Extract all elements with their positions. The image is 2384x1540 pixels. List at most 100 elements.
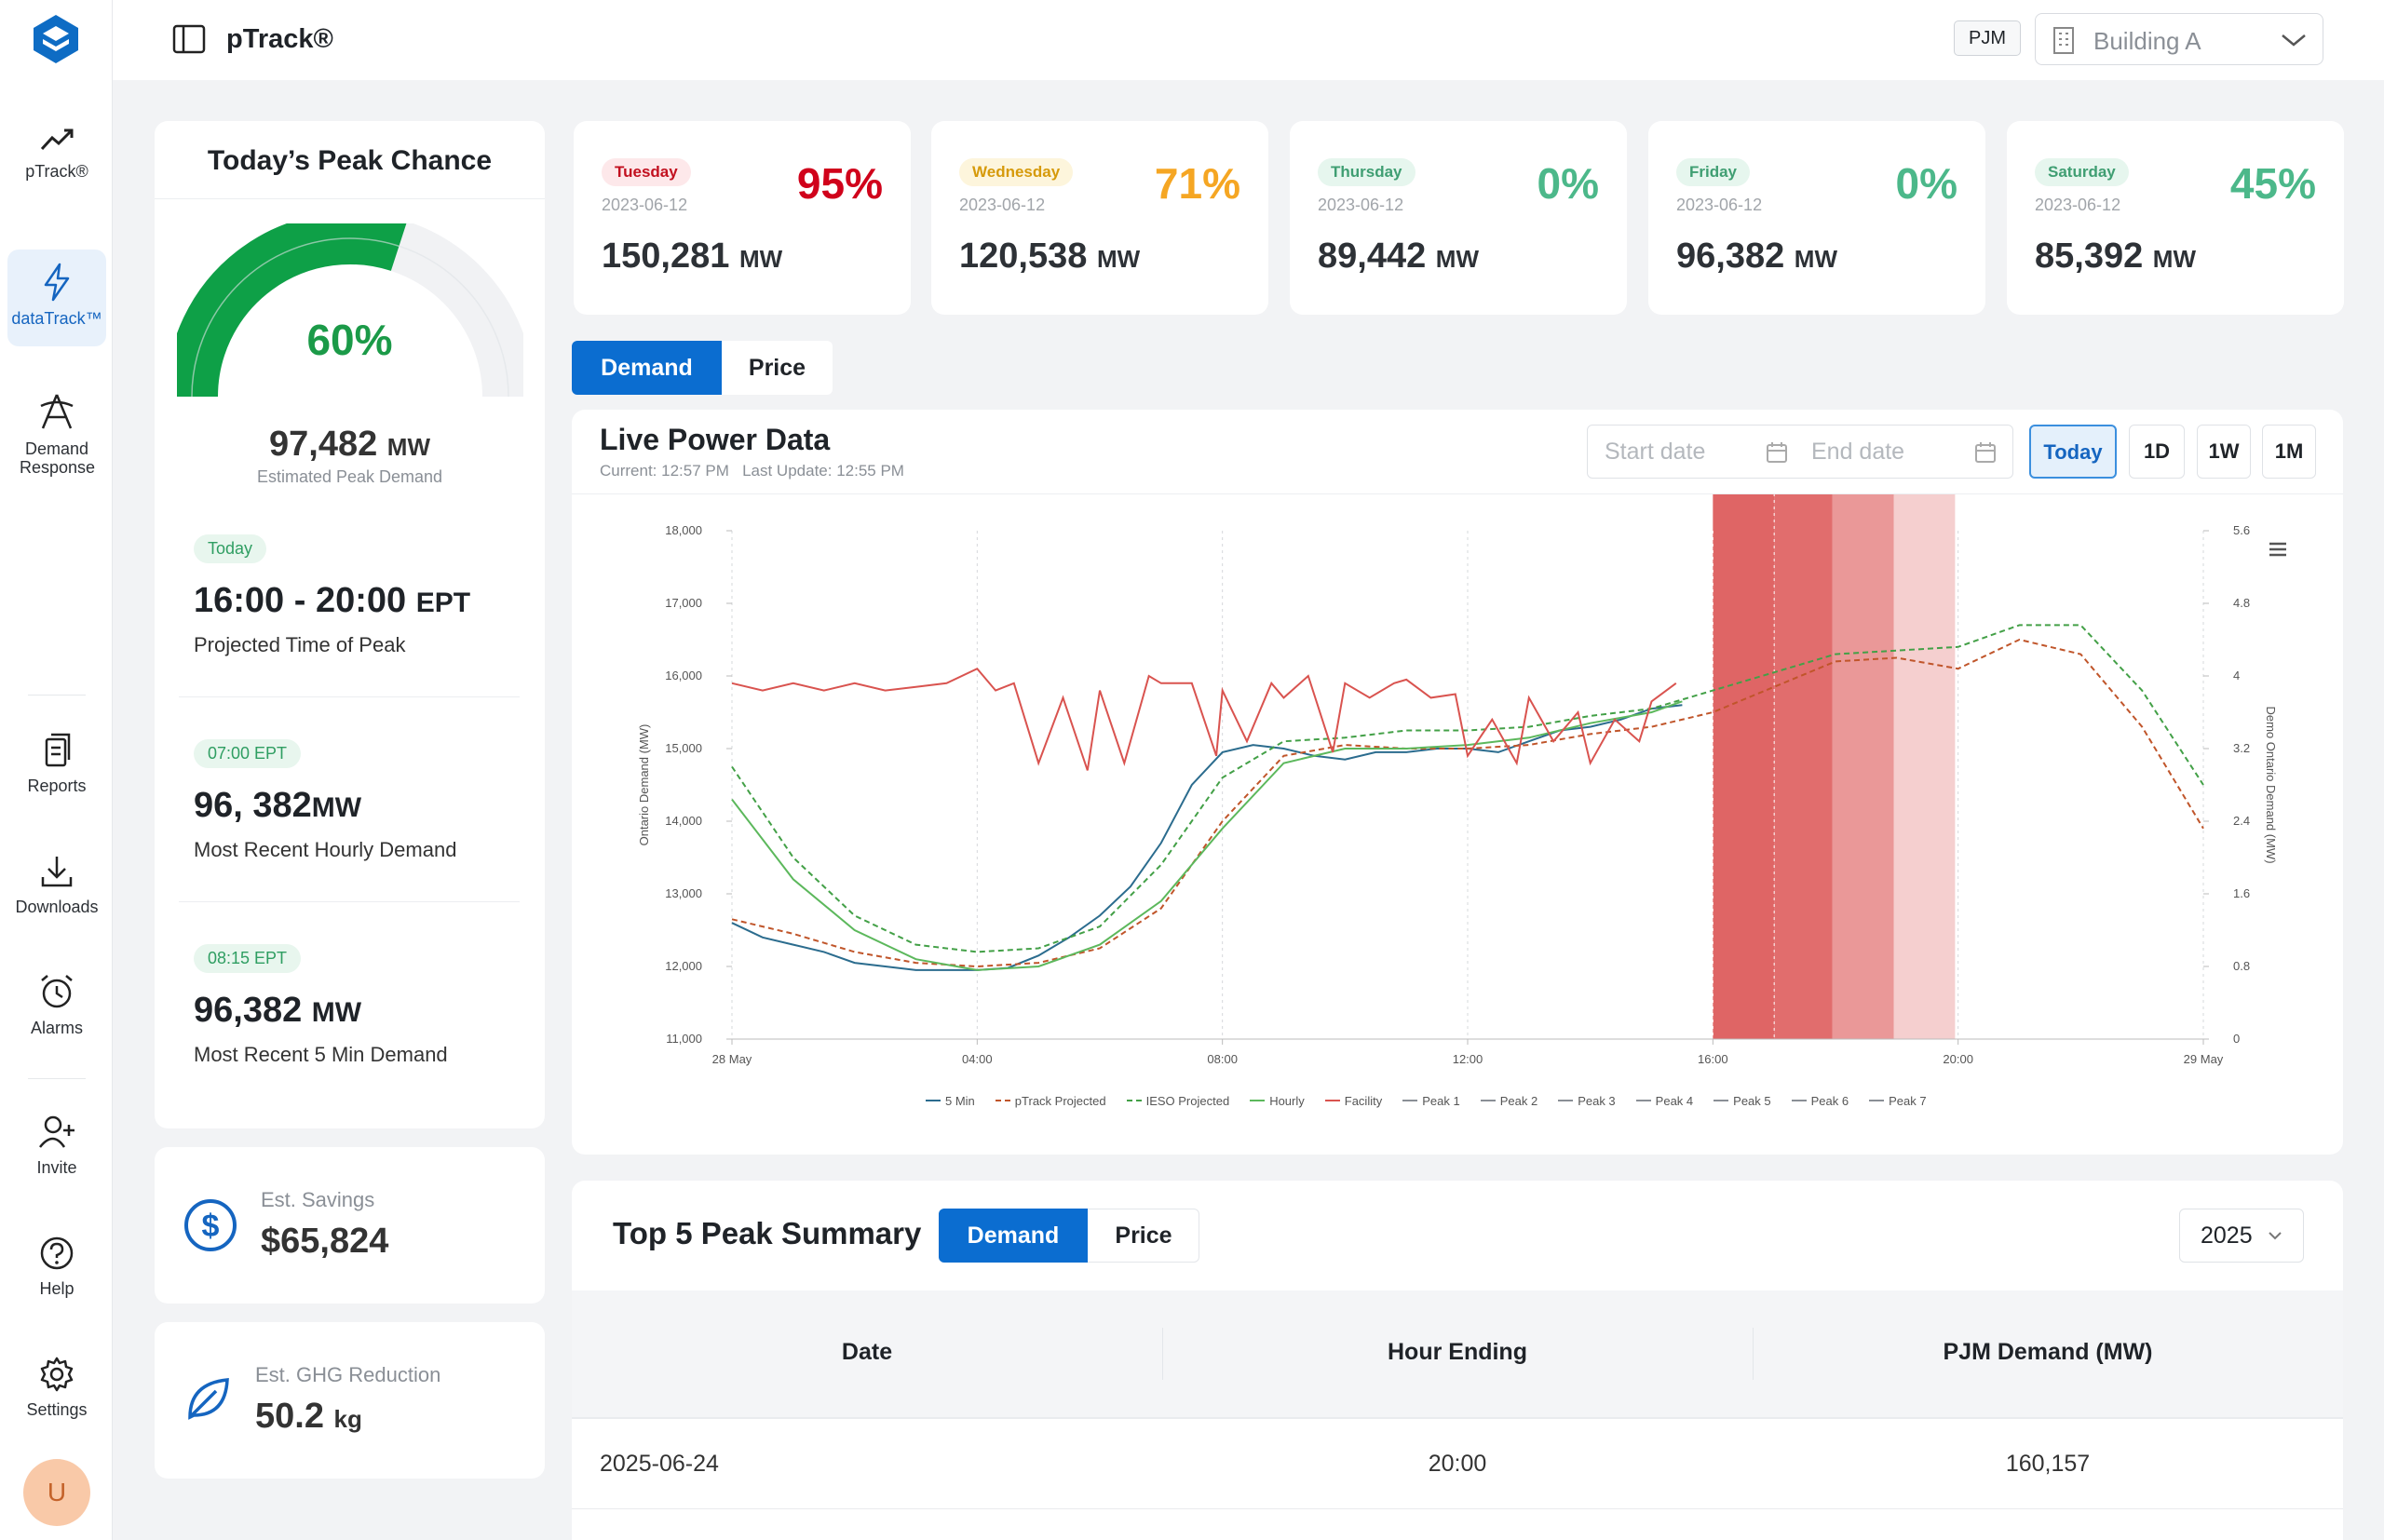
hourly-time-badge: 07:00 EPT bbox=[194, 739, 302, 768]
gear-icon bbox=[40, 1357, 74, 1392]
y2-tick-label: 0.8 bbox=[2233, 959, 2250, 973]
table-row[interactable]: 2025-06-24 20:00 160,157 bbox=[572, 1419, 2343, 1508]
range-1w-button[interactable]: 1W bbox=[2197, 425, 2251, 479]
legend-swatch bbox=[1402, 1100, 1418, 1101]
range-1d-button[interactable]: 1D bbox=[2129, 425, 2185, 479]
forecast-date: 2023-06-12 bbox=[959, 196, 1046, 214]
start-date-input[interactable]: Start date bbox=[1605, 439, 1706, 465]
leaf-icon bbox=[188, 1378, 229, 1420]
avatar[interactable]: U bbox=[23, 1459, 90, 1526]
legend-swatch bbox=[1558, 1100, 1574, 1101]
x-tick-label: 28 May bbox=[712, 1052, 752, 1066]
forecast-day-badge: Wednesday bbox=[959, 158, 1074, 186]
legend-item[interactable]: Peak 3 bbox=[1558, 1094, 1616, 1108]
y2-tick-label: 2.4 bbox=[2233, 814, 2250, 828]
legend-swatch bbox=[1714, 1100, 1729, 1101]
forecast-date: 2023-06-12 bbox=[1318, 196, 1404, 214]
hourly-demand-unit: MW bbox=[311, 792, 362, 823]
summary-tabs: Demand Price bbox=[939, 1209, 1199, 1263]
nav-downloads[interactable]: Downloads bbox=[7, 853, 106, 916]
nav-settings-label: Settings bbox=[26, 1400, 88, 1419]
chevron-down-icon bbox=[2269, 1232, 2282, 1240]
legend-item[interactable]: Peak 2 bbox=[1480, 1094, 1537, 1108]
legend-label: Peak 1 bbox=[1422, 1093, 1460, 1108]
date-range-picker[interactable]: Start date End date bbox=[1587, 425, 2013, 479]
nav-settings[interactable]: Settings bbox=[7, 1356, 106, 1419]
legend-item[interactable]: IESO Projected bbox=[1126, 1094, 1229, 1108]
lightning-icon bbox=[44, 263, 70, 302]
forecast-day-badge: Tuesday bbox=[602, 158, 691, 186]
legend-item[interactable]: Peak 6 bbox=[1791, 1094, 1849, 1108]
market-badge[interactable]: PJM bbox=[1954, 20, 2021, 56]
y2-tick-label: 3.2 bbox=[2233, 741, 2250, 755]
forecast-percent: 95% bbox=[796, 159, 883, 208]
y2-tick-label: 5.6 bbox=[2233, 523, 2250, 537]
hourly-demand-label: Most Recent Hourly Demand bbox=[194, 838, 457, 861]
legend-item[interactable]: 5 Min bbox=[926, 1094, 975, 1108]
ghg-unit: kg bbox=[333, 1405, 362, 1433]
y-tick-label: 14,000 bbox=[665, 814, 702, 828]
forecast-card[interactable]: Thursday 2023-06-12 0% 89,442 MW bbox=[1290, 121, 1627, 315]
ghg-value: 50.2 kg bbox=[255, 1397, 362, 1437]
chart-menu-icon[interactable] bbox=[2267, 540, 2289, 559]
legend-label: Peak 4 bbox=[1655, 1093, 1694, 1108]
nav-alarms[interactable]: Alarms bbox=[7, 972, 106, 1037]
year-select-value: 2025 bbox=[2201, 1223, 2253, 1249]
year-select[interactable]: 2025 bbox=[2179, 1209, 2304, 1263]
estimated-peak-label: Estimated Peak Demand bbox=[256, 467, 443, 486]
tab-price[interactable]: Price bbox=[748, 355, 806, 381]
fivemin-time-badge: 08:15 EPT bbox=[194, 944, 302, 973]
projected-time-range: 16:00 - 20:00 bbox=[194, 581, 407, 620]
forecast-card[interactable]: Tuesday 2023-06-12 95% 150,281 MW bbox=[574, 121, 911, 315]
logo[interactable] bbox=[32, 13, 80, 70]
chevron-down-icon bbox=[2282, 34, 2306, 47]
forecast-card[interactable]: Wednesday 2023-06-12 71% 120,538 MW bbox=[931, 121, 1268, 315]
nav-reports[interactable]: Reports bbox=[7, 732, 106, 795]
live-power-title: Live Power Data bbox=[600, 423, 831, 456]
range-1m-button[interactable]: 1M bbox=[2262, 425, 2316, 479]
y2-tick-label: 0 bbox=[2233, 1032, 2240, 1046]
nav-downloads-label: Downloads bbox=[15, 898, 99, 916]
nav-invite[interactable]: Invite bbox=[7, 1114, 106, 1177]
tab-demand[interactable]: Demand bbox=[572, 341, 722, 395]
today-badge: Today bbox=[194, 534, 267, 563]
y-tick-label: 15,000 bbox=[665, 741, 702, 755]
nav-ptrack[interactable]: pTrack® bbox=[7, 123, 106, 181]
legend-item[interactable]: Peak 4 bbox=[1635, 1093, 1694, 1108]
help-icon bbox=[40, 1236, 74, 1270]
live-power-timestamps: Current: 12:57 PM Last Update: 12:55 PM bbox=[600, 462, 904, 480]
legend-item[interactable]: Peak 5 bbox=[1714, 1094, 1771, 1108]
building-label: Building A bbox=[2093, 27, 2201, 55]
nav-demand-response[interactable]: Demand Response bbox=[7, 391, 106, 477]
sidebar: pTrack® dataTrack™ Demand Response Repor… bbox=[0, 0, 113, 1540]
legend-item[interactable]: Hourly bbox=[1250, 1094, 1305, 1108]
nav-datatrack[interactable]: dataTrack™ bbox=[7, 250, 106, 346]
trend-up-icon bbox=[40, 128, 74, 151]
nav-ptrack-label: pTrack® bbox=[25, 162, 88, 181]
legend-swatch bbox=[1250, 1100, 1266, 1101]
forecast-card[interactable]: Saturday 2023-06-12 45% 85,392 MW bbox=[2007, 121, 2344, 315]
range-today-button[interactable]: Today bbox=[2029, 425, 2117, 479]
forecast-date: 2023-06-12 bbox=[602, 196, 688, 214]
sidebar-toggle-icon[interactable] bbox=[172, 24, 206, 54]
legend-item[interactable]: Peak 1 bbox=[1402, 1093, 1460, 1108]
legend-item[interactable]: Peak 7 bbox=[1869, 1094, 1927, 1108]
hourly-demand-number: 96, 382 bbox=[194, 786, 312, 825]
y-tick-label: 12,000 bbox=[665, 959, 702, 973]
forecast-demand-value: 120,538 bbox=[959, 236, 1088, 276]
end-date-input[interactable]: End date bbox=[1811, 439, 1905, 465]
summary-tab-price[interactable]: Price bbox=[1115, 1223, 1172, 1249]
peak-band bbox=[1713, 494, 1775, 1039]
live-power-chart: 18,000 5.6 17,000 4.8 16,000 4 15,000 3.2 14,000… bbox=[637, 494, 2278, 1066]
nav-help[interactable]: Help bbox=[7, 1235, 106, 1298]
summary-tab-demand[interactable]: Demand bbox=[939, 1209, 1088, 1263]
forecast-percent: 0% bbox=[1537, 159, 1599, 208]
series-hourly bbox=[731, 700, 1683, 971]
forecast-card[interactable]: Friday 2023-06-12 0% 96,382 MW bbox=[1648, 121, 1985, 315]
series-5-min bbox=[731, 704, 1683, 971]
y-tick-label: 17,000 bbox=[665, 596, 702, 610]
legend-item[interactable]: pTrack Projected bbox=[995, 1094, 1106, 1108]
legend-item[interactable]: Facility bbox=[1324, 1094, 1382, 1108]
building-select[interactable]: Building A bbox=[2035, 13, 2323, 65]
dollar-circle-icon: $ bbox=[184, 1199, 237, 1251]
